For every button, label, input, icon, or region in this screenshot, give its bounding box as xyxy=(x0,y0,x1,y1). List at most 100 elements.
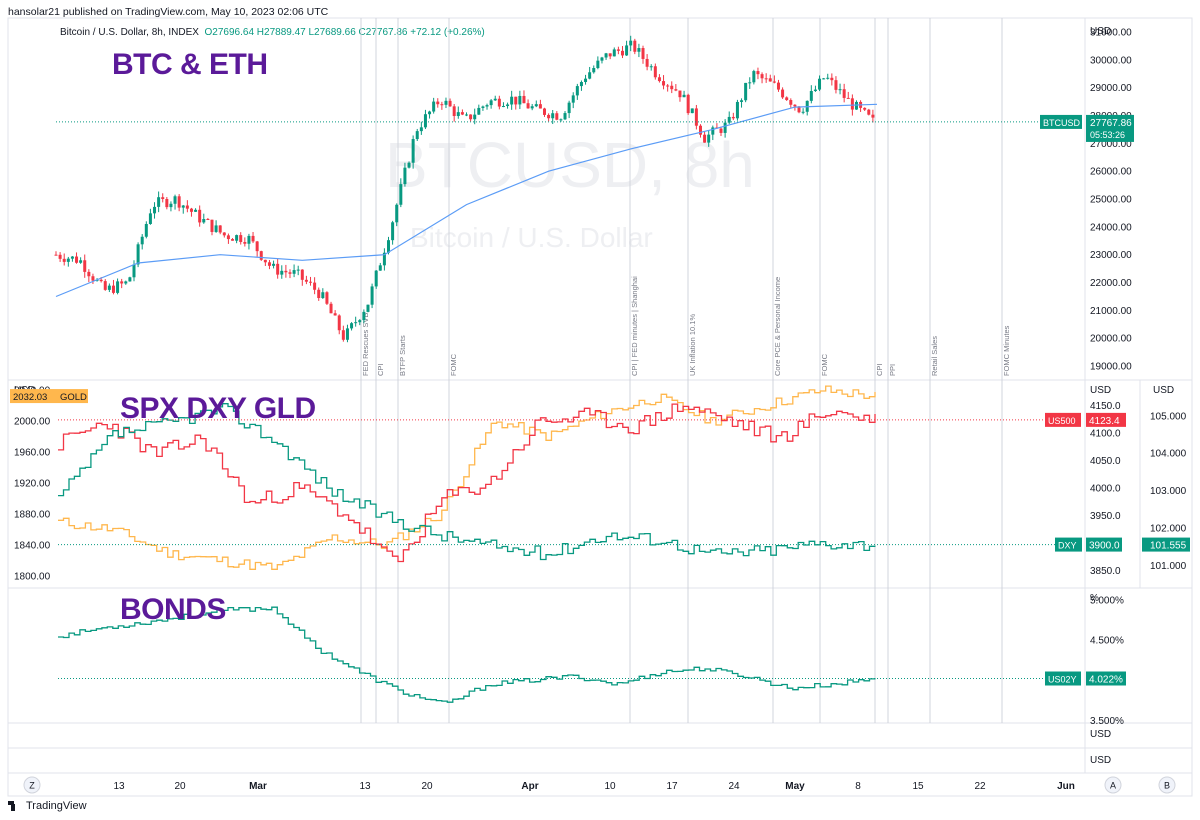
candle-body xyxy=(218,225,222,233)
candle-body xyxy=(423,114,427,128)
spx-last-value: 4123.4 xyxy=(1089,416,1120,427)
candle-body xyxy=(781,89,785,98)
spx-price-tick: 4050.0 xyxy=(1090,456,1121,467)
candle-body xyxy=(259,251,263,260)
candle-body xyxy=(292,270,296,274)
candle-body xyxy=(432,101,436,112)
candle-body xyxy=(719,128,723,133)
candle-body xyxy=(842,89,846,98)
axis-button xyxy=(1104,776,1122,794)
time-tick: 13 xyxy=(113,781,125,792)
time-tick: Apr xyxy=(521,781,538,792)
candle-body xyxy=(247,235,251,244)
candle-body xyxy=(506,104,510,107)
candle-body xyxy=(735,101,739,119)
candle-body xyxy=(514,96,518,105)
candle-body xyxy=(444,100,448,105)
candle-body xyxy=(547,114,551,119)
candle-body xyxy=(214,225,218,232)
candle-body xyxy=(366,304,370,312)
candle-body xyxy=(243,242,247,244)
time-tick: 24 xyxy=(728,781,740,792)
candle-body xyxy=(485,105,489,107)
candle-body xyxy=(657,77,661,82)
time-tick: 8 xyxy=(855,781,861,792)
candle-body xyxy=(329,303,333,314)
candle-body xyxy=(776,82,780,90)
candle-body xyxy=(756,71,760,75)
candle-body xyxy=(863,107,867,110)
candle-body xyxy=(111,285,115,293)
candle-body xyxy=(510,96,514,105)
candle-body xyxy=(559,119,563,121)
candle-body xyxy=(181,205,185,208)
dxy-tag-name: DXY xyxy=(1058,541,1077,551)
candle-body xyxy=(489,100,493,106)
candle-body xyxy=(66,258,70,262)
candle-body xyxy=(382,252,386,266)
spx-line xyxy=(58,403,876,563)
time-tick: 20 xyxy=(174,781,186,792)
candle-body xyxy=(563,113,567,120)
candle-body xyxy=(477,107,481,115)
candle-body xyxy=(616,49,620,51)
tradingview-logo[interactable]: TradingView xyxy=(8,800,87,812)
candle-body xyxy=(834,80,838,90)
axis-button-label: B xyxy=(1164,781,1170,791)
candle-body xyxy=(280,270,284,275)
candle-body xyxy=(809,91,813,101)
candle-body xyxy=(620,50,624,56)
candle-body xyxy=(263,259,267,263)
candle-body xyxy=(460,112,464,115)
empty-pane-unit: USD xyxy=(1090,729,1111,740)
event-label: FOMC xyxy=(820,353,829,376)
candle-body xyxy=(116,281,120,293)
candle-body xyxy=(469,114,473,120)
candle-body xyxy=(854,101,858,110)
candle-body xyxy=(272,263,276,266)
candle-body xyxy=(79,260,83,263)
candle-body xyxy=(649,66,653,68)
left-price-tick: 2000.00 xyxy=(14,416,51,427)
candle-body xyxy=(354,322,358,324)
candle-body xyxy=(690,108,694,114)
left-price-tick: 1960.00 xyxy=(14,448,51,459)
candle-body xyxy=(789,100,793,105)
series-tag xyxy=(1040,114,1082,129)
candle-body xyxy=(411,139,415,163)
candle-body xyxy=(436,101,440,105)
candle-body xyxy=(161,197,165,200)
candle-body xyxy=(210,219,214,232)
dxy-spx-scale-box xyxy=(1086,537,1122,552)
pane-title-bonds: BONDS xyxy=(120,593,226,626)
time-tick: 15 xyxy=(912,781,924,792)
candle-body xyxy=(625,45,629,56)
candle-body xyxy=(813,89,817,92)
candle-body xyxy=(358,320,362,323)
candle-body xyxy=(629,40,633,46)
candle-body xyxy=(497,98,501,107)
publisher-line: hansolar21 published on TradingView.com,… xyxy=(8,6,329,18)
axis-button-label: Z xyxy=(29,781,35,791)
candle-body xyxy=(575,86,579,96)
candle-body xyxy=(255,241,259,252)
candle-body xyxy=(604,53,608,58)
candle-body xyxy=(267,262,271,266)
candle-body xyxy=(169,203,173,208)
spx-price-tick: 4150.0 xyxy=(1090,401,1121,412)
candle-body xyxy=(596,60,600,69)
candle-body xyxy=(440,104,444,106)
candle-body xyxy=(694,108,698,126)
candle-body xyxy=(350,323,354,329)
last-price-value: 27767.86 xyxy=(1090,118,1132,129)
candle-body xyxy=(317,289,321,299)
candle-body xyxy=(465,114,468,116)
event-label: UK Inflation 10.1% xyxy=(688,314,697,376)
candle-body xyxy=(124,281,128,284)
candle-body xyxy=(555,113,559,120)
spx-price-tick: 3950.0 xyxy=(1090,511,1121,522)
candle-body xyxy=(588,72,592,79)
candle-body xyxy=(793,104,797,107)
candle-body xyxy=(276,263,280,275)
